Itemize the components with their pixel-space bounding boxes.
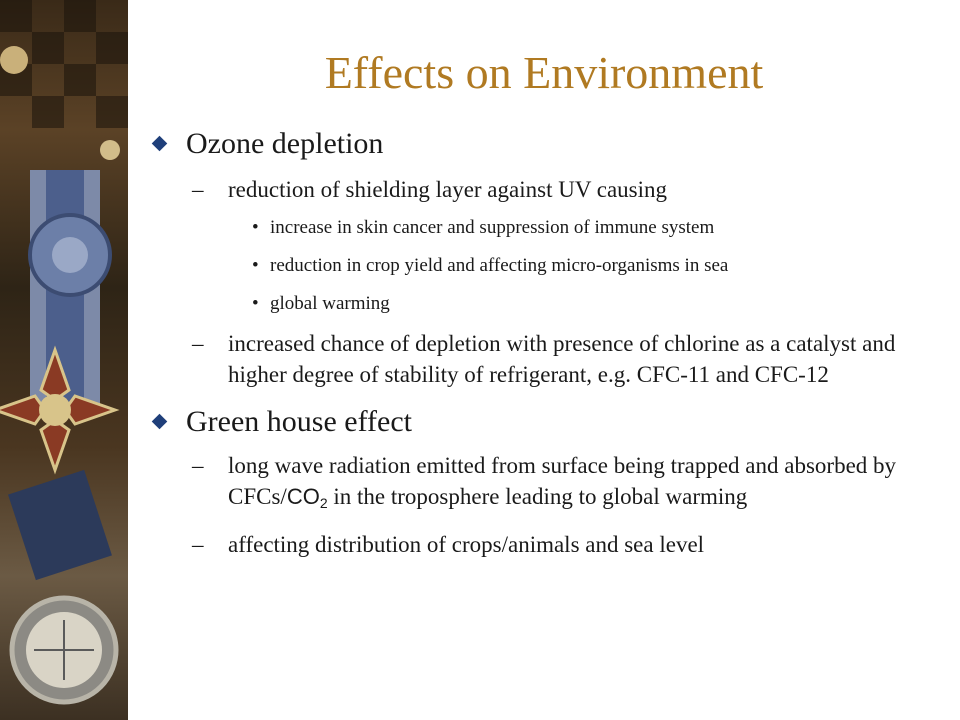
dash-marker: – — [192, 453, 204, 478]
list-item-text-after: in the troposphere leading to global war… — [327, 484, 748, 509]
section-heading-label: Green house effect — [186, 405, 412, 438]
list-item: – increased chance of depletion with pre… — [148, 328, 948, 390]
dash-marker: – — [192, 177, 204, 202]
list-item-text: reduction of shielding layer against UV … — [228, 177, 668, 202]
list-item-text: increased chance of depletion with prese… — [228, 331, 896, 387]
list-item: – long wave radiation emitted from surfa… — [148, 450, 948, 519]
list-item: – reduction of shielding layer against U… — [148, 174, 948, 205]
decorative-medal-collage — [0, 0, 128, 720]
sub-list-item: • reduction in crop yield and affecting … — [148, 253, 948, 278]
dot-marker: • — [252, 217, 259, 238]
dot-marker: • — [252, 293, 259, 314]
sub-list-item-text: global warming — [270, 293, 390, 314]
dash-marker: – — [192, 331, 204, 356]
slide-title: Effects on Environment — [324, 47, 764, 98]
diamond-bullet-icon — [151, 135, 168, 152]
dot-marker: • — [252, 255, 259, 276]
list-item-text: affecting distribution of crops/animals … — [228, 532, 705, 557]
sub-list-item: • global warming — [148, 291, 948, 316]
section-heading-label: Ozone depletion — [186, 127, 384, 160]
sub-list-item-text: increase in skin cancer and suppression … — [270, 217, 715, 238]
sub-list-item: • increase in skin cancer and suppressio… — [148, 215, 948, 240]
list-item-text-before: long wave radiation emitted from surface… — [228, 453, 897, 509]
diamond-bullet-icon — [151, 413, 168, 430]
formula-main: CO — [286, 484, 320, 509]
dash-marker: – — [192, 532, 204, 557]
slide-content: Ozone depletion – reduction of shielding… — [148, 126, 948, 560]
sub-list-item-text: reduction in crop yield and affecting mi… — [270, 255, 729, 276]
list-item: – affecting distribution of crops/animal… — [148, 529, 948, 560]
section-heading-ozone-depletion: Ozone depletion — [148, 126, 948, 162]
slide: Effects on Environment Ozone depletion –… — [128, 0, 960, 720]
co2-formula: CO2 — [286, 484, 328, 511]
formula-subscript: 2 — [319, 495, 328, 511]
section-heading-green-house-effect: Green house effect — [148, 404, 948, 440]
